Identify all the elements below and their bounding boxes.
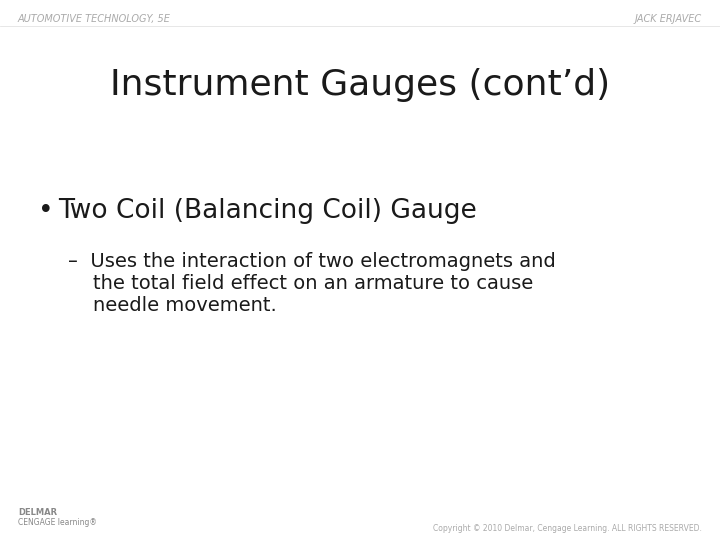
Text: •: • [38,198,53,224]
Text: CENGAGE learning®: CENGAGE learning® [18,518,97,527]
Text: Instrument Gauges (cont’d): Instrument Gauges (cont’d) [110,68,610,102]
Text: needle movement.: needle movement. [68,296,276,315]
Text: DELMAR: DELMAR [18,508,57,517]
Text: AUTOMOTIVE TECHNOLOGY, 5E: AUTOMOTIVE TECHNOLOGY, 5E [18,14,171,24]
Text: Copyright © 2010 Delmar, Cengage Learning. ALL RIGHTS RESERVED.: Copyright © 2010 Delmar, Cengage Learnin… [433,524,702,533]
Text: Two Coil (Balancing Coil) Gauge: Two Coil (Balancing Coil) Gauge [58,198,477,224]
Text: –  Uses the interaction of two electromagnets and: – Uses the interaction of two electromag… [68,252,556,271]
Text: the total field effect on an armature to cause: the total field effect on an armature to… [68,274,534,293]
Text: JACK ERJAVEC: JACK ERJAVEC [635,14,702,24]
